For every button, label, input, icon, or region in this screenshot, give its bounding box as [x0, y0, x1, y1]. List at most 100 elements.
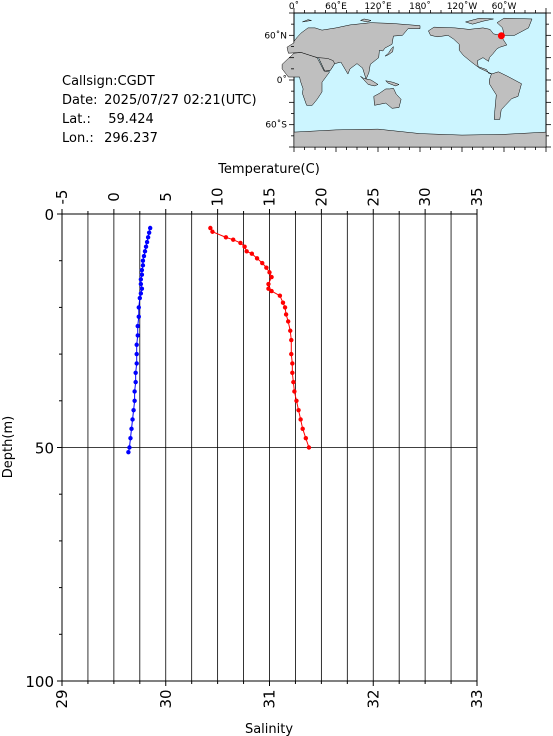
- salinity-data-point: [137, 295, 143, 301]
- temperature-tick-label: 10: [209, 187, 227, 206]
- salinity-data-point: [135, 333, 140, 338]
- salinity-data-point: [138, 291, 144, 296]
- salinity-data-point: [136, 314, 141, 319]
- temperature-data-point: [208, 225, 213, 231]
- salinity-data-point: [144, 239, 150, 245]
- land-mass: [359, 18, 372, 23]
- temperature-data-point: [267, 270, 272, 275]
- salinity-data-point: [139, 267, 145, 273]
- depth-axis-label: Depth(m): [1, 416, 16, 478]
- map-lat-label: 60˚N: [264, 30, 287, 41]
- temperature-data-point: [280, 300, 286, 305]
- temperature-data-point: [269, 288, 274, 294]
- salinity-data-point: [139, 272, 145, 277]
- temperature-data-point: [230, 237, 236, 242]
- lon-row: Lon.: 296.237: [62, 129, 257, 148]
- lat-value: 59.424: [108, 112, 154, 127]
- temperature-data-point: [244, 249, 249, 254]
- salinity-data-point: [145, 235, 151, 240]
- salinity-data-point: [139, 286, 145, 291]
- callsign-label: Callsign:: [62, 74, 118, 89]
- salinity-data-point: [130, 417, 135, 422]
- salinity-tick-label: 31: [261, 689, 279, 708]
- temperature-data-point: [294, 398, 299, 403]
- salinity-data-point: [136, 305, 141, 310]
- land-mass: [428, 26, 508, 75]
- temperature-data-point: [266, 286, 271, 291]
- temperature-data-point: [296, 407, 301, 413]
- salinity-data-point: [141, 253, 147, 259]
- salinity-data-point: [132, 389, 137, 394]
- temperature-data-point: [288, 328, 293, 333]
- salinity-data-point: [138, 277, 144, 282]
- depth-tick-label: 0: [44, 206, 54, 224]
- map-lon-label: 60˚E: [325, 1, 347, 12]
- temperature-data-point: [292, 389, 297, 394]
- salinity-axis-label: Salinity: [245, 722, 293, 736]
- salinity-data-point: [126, 449, 131, 455]
- salinity-data-point: [132, 398, 137, 403]
- map-lon-label: 0˚: [289, 1, 299, 12]
- callsign-value: CGDT: [117, 74, 155, 89]
- salinity-data-point: [143, 244, 149, 249]
- temperature-data-point: [210, 229, 215, 234]
- salinity-data-point: [140, 263, 146, 268]
- salinity-data-point: [134, 361, 139, 366]
- salinity-data-point: [134, 351, 139, 357]
- depth-ticks: 0 50 100: [25, 206, 62, 691]
- temperature-data-point: [285, 319, 291, 324]
- map-lat-labels: 60˚N 0˚ 60˚S: [264, 30, 287, 130]
- land-mass: [360, 76, 379, 87]
- land-mass: [302, 19, 312, 23]
- temperature-data-point: [289, 351, 294, 357]
- salinity-data-point: [142, 249, 148, 254]
- map-land: [281, 17, 547, 148]
- world-map: 0˚ 60˚E 120˚E 180˚ 120˚W 60˚W 60˚N 0˚ 60˚S: [264, 1, 551, 152]
- temperature-data-point: [223, 235, 229, 240]
- temperature-data-point: [260, 260, 265, 266]
- temperature-data-point: [277, 293, 283, 298]
- map-frame: [289, 8, 551, 152]
- temperature-tick-label: 5: [157, 192, 175, 202]
- temperature-tick-label: 20: [312, 187, 330, 206]
- series-layer: [126, 225, 312, 455]
- land-mass: [496, 17, 533, 36]
- temperature-data-point: [282, 305, 288, 310]
- temperature-tick-label: 25: [364, 187, 382, 206]
- map-lon-label: 120˚E: [364, 1, 392, 12]
- map-lon-labels: 0˚ 60˚E 120˚E 180˚ 120˚W 60˚W: [289, 1, 517, 12]
- map-lon-label: 180˚: [409, 1, 431, 12]
- salinity-data-point: [127, 445, 132, 450]
- salinity-data-point: [138, 281, 144, 287]
- land-mass: [384, 45, 394, 57]
- temperature-data-point: [291, 379, 296, 385]
- map-lon-label: 60˚W: [492, 1, 517, 12]
- temperature-tick-label: -5: [53, 190, 71, 205]
- land-mass: [281, 52, 331, 106]
- temperature-data-point: [303, 435, 309, 441]
- temperature-data-point: [266, 281, 271, 287]
- temperature-ticks: -5 0 5 10 15 20 25 30 35: [53, 187, 486, 214]
- temperature-data-point: [242, 244, 247, 249]
- depth-tick-label: 50: [35, 440, 54, 458]
- lon-label: Lon.:: [62, 131, 94, 146]
- salinity-data-point: [129, 426, 134, 432]
- salinity-tick-label: 32: [364, 689, 382, 708]
- salinity-data-point: [133, 379, 138, 385]
- map-lon-label: 120˚W: [447, 1, 478, 12]
- temperature-data-point: [254, 256, 260, 261]
- temperature-tick-label: 35: [468, 187, 486, 206]
- salinity-tick-label: 33: [468, 689, 486, 708]
- date-label: Date:: [62, 93, 98, 108]
- temperature-data-point: [306, 445, 312, 450]
- salinity-tick-label: 29: [53, 689, 71, 708]
- callsign-row: Callsign:CGDT: [62, 72, 257, 91]
- temperature-data-point: [290, 370, 295, 375]
- temperature-tick-label: 30: [416, 187, 434, 206]
- temperature-data-point: [249, 251, 255, 256]
- lat-label: Lat.:: [62, 112, 91, 127]
- map-lat-label: 0˚: [277, 75, 287, 86]
- temperature-data-point: [300, 426, 305, 432]
- land-mass: [464, 17, 494, 25]
